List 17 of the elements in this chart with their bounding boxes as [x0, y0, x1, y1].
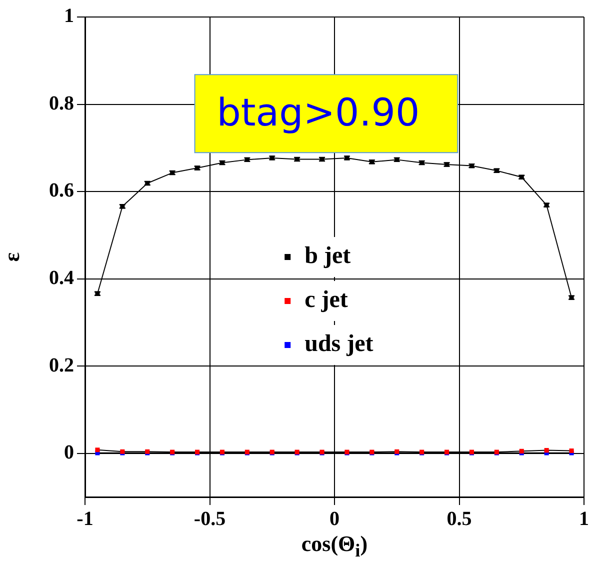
y-tick-label: 0.4 — [49, 266, 74, 289]
x-tick-label: 0.5 — [446, 508, 472, 530]
y-tick-label: 1 — [64, 5, 74, 28]
legend-label: c jet — [304, 287, 348, 314]
x-tick-label: -0.5 — [194, 508, 226, 530]
y-axis-title: ε — [0, 252, 24, 262]
legend-label: b jet — [304, 243, 351, 270]
x-tick-label: 1 — [579, 508, 589, 530]
x-tick-label: 0 — [330, 508, 340, 530]
y-tick-label: 0.8 — [49, 92, 74, 114]
x-tick-label: -1 — [76, 508, 94, 530]
legend-label: uds jet — [304, 331, 374, 358]
y-tick-label: 0.2 — [49, 354, 74, 376]
y-tick-label: 0 — [64, 442, 74, 464]
annotation: btag>0.90 — [216, 90, 420, 134]
x-axis-title: cos(Θ$_{i}$) — [300, 530, 369, 562]
y-tick-label: 0.6 — [49, 180, 74, 202]
